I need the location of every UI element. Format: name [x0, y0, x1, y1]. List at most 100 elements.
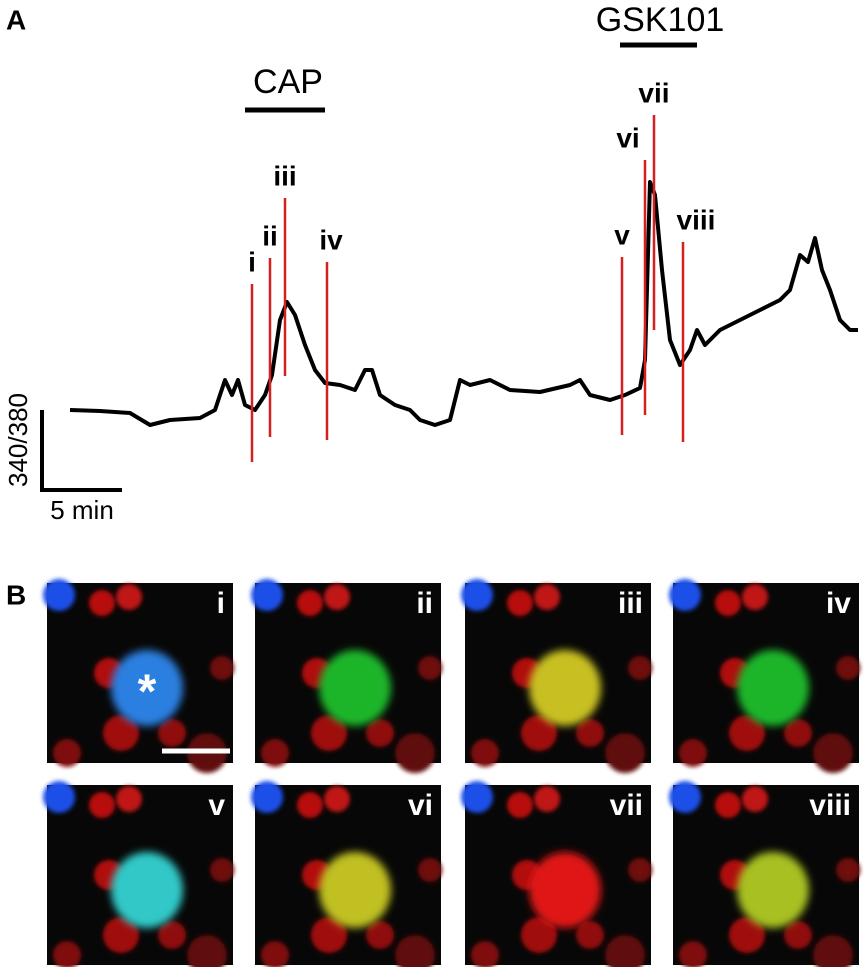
cell	[729, 917, 765, 953]
cap-label: CAP	[253, 63, 323, 101]
cell	[187, 935, 227, 967]
target-cell	[737, 650, 809, 726]
cell	[576, 719, 604, 747]
image-label: iv	[826, 587, 851, 620]
cell	[534, 584, 560, 610]
cell	[366, 921, 394, 949]
image-label: v	[208, 789, 225, 822]
cell	[669, 781, 701, 813]
cell	[43, 579, 75, 611]
cell	[521, 715, 557, 751]
asterisk: *	[138, 666, 157, 719]
target-cell	[529, 650, 601, 726]
cell	[297, 590, 323, 616]
cell	[521, 917, 557, 953]
cell	[507, 792, 533, 818]
micrograph: vii	[461, 781, 652, 967]
cell	[605, 935, 645, 967]
cell	[103, 715, 139, 751]
micrograph: viii	[669, 781, 860, 967]
cell	[418, 858, 442, 882]
cell	[461, 781, 493, 813]
cell	[679, 739, 707, 767]
cell	[729, 715, 765, 751]
cell	[251, 579, 283, 611]
cell	[669, 579, 701, 611]
cell	[395, 935, 435, 967]
cell	[210, 656, 234, 680]
cell	[715, 590, 741, 616]
micrograph: i*	[43, 579, 234, 773]
cell	[679, 941, 707, 967]
cell	[742, 584, 768, 610]
panel-label: A	[6, 4, 26, 35]
target-cell	[319, 852, 391, 928]
micrograph: vi	[251, 781, 442, 967]
cell	[43, 781, 75, 813]
cell	[89, 590, 115, 616]
image-label: ii	[416, 587, 433, 620]
micrograph: v	[43, 781, 234, 967]
gsk101-label: GSK101	[596, 1, 725, 39]
y-scale-label: 340/380	[3, 393, 33, 487]
cell	[471, 941, 499, 967]
image-label: viii	[809, 789, 851, 822]
cell	[297, 792, 323, 818]
cell	[784, 921, 812, 949]
target-cell	[737, 852, 809, 928]
cell	[471, 739, 499, 767]
marker-label: viii	[677, 204, 716, 235]
cell	[813, 733, 853, 773]
marker-label: iii	[273, 160, 296, 191]
marker-label: iv	[319, 224, 343, 255]
marker-label: i	[248, 246, 256, 277]
micrograph: iv	[669, 579, 860, 773]
marker-label: vii	[638, 77, 669, 108]
cell	[395, 733, 435, 773]
target-cell	[111, 852, 183, 928]
cell	[836, 656, 860, 680]
micrograph: iii	[461, 579, 652, 773]
cell	[261, 739, 289, 767]
cell	[534, 786, 560, 812]
cell	[89, 792, 115, 818]
cell	[261, 941, 289, 967]
cell	[605, 733, 645, 773]
cell	[742, 786, 768, 812]
cell	[628, 656, 652, 680]
cell	[210, 858, 234, 882]
cell	[836, 858, 860, 882]
image-label: iii	[618, 587, 643, 620]
marker-label: ii	[262, 220, 278, 251]
target-cell	[319, 650, 391, 726]
cell	[116, 584, 142, 610]
cell	[116, 786, 142, 812]
cell	[418, 656, 442, 680]
cell	[715, 792, 741, 818]
cell	[324, 786, 350, 812]
cell	[813, 935, 853, 967]
cell	[158, 719, 186, 747]
target-cell	[529, 852, 601, 928]
cell	[507, 590, 533, 616]
x-scale-label: 5 min	[50, 495, 114, 525]
marker-label: v	[614, 219, 630, 250]
cell	[784, 719, 812, 747]
cell	[324, 584, 350, 610]
cell	[53, 739, 81, 767]
cell	[103, 917, 139, 953]
cell	[251, 781, 283, 813]
cell	[628, 858, 652, 882]
image-label: i	[217, 587, 225, 620]
image-label: vi	[408, 789, 433, 822]
cell	[311, 917, 347, 953]
cell	[311, 715, 347, 751]
cell	[461, 579, 493, 611]
micrograph: ii	[251, 579, 442, 773]
cell	[366, 719, 394, 747]
target-cell	[111, 650, 183, 726]
panel-label: B	[6, 579, 26, 610]
ratio-trace	[69, 180, 858, 427]
cell	[576, 921, 604, 949]
